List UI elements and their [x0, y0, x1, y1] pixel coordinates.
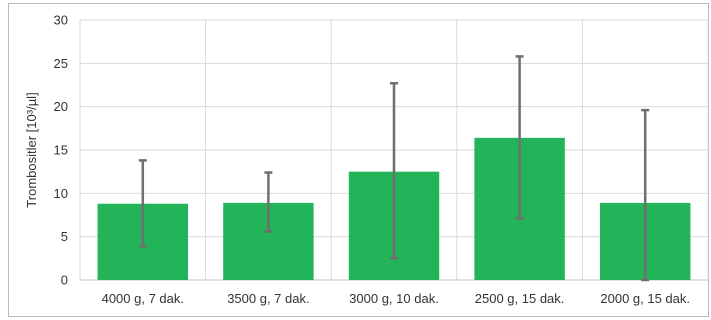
y-tick-label: 30 — [54, 13, 68, 28]
y-axis-title: Trombositler [10³/µl] — [24, 92, 39, 207]
y-tick-label: 25 — [54, 56, 68, 71]
y-tick-label: 15 — [54, 143, 68, 158]
y-tick-label: 5 — [61, 229, 68, 244]
x-tick-label: 2500 g, 15 dak. — [475, 291, 565, 306]
x-tick-label: 3500 g, 7 dak. — [227, 291, 309, 306]
x-tick-label: 2000 g, 15 dak. — [600, 291, 690, 306]
y-tick-label: 20 — [54, 99, 68, 114]
x-tick-label: 3000 g, 10 dak. — [349, 291, 439, 306]
x-tick-label: 4000 g, 7 dak. — [102, 291, 184, 306]
y-tick-label: 0 — [61, 273, 68, 288]
y-tick-label: 10 — [54, 186, 68, 201]
